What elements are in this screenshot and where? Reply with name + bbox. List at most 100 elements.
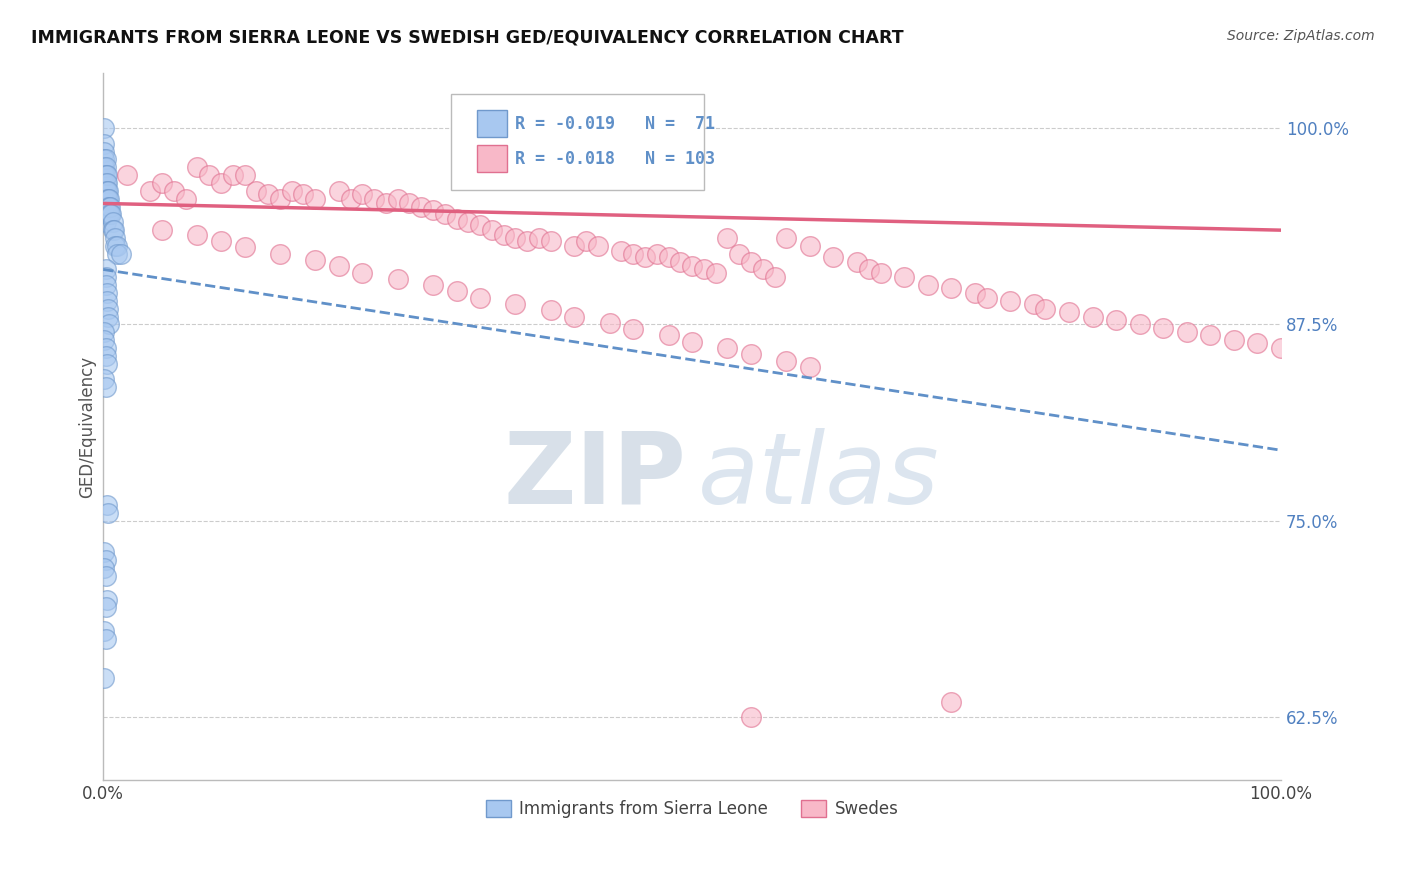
Point xyxy=(681,334,703,349)
Point xyxy=(93,145,115,159)
Text: atlas: atlas xyxy=(697,427,939,524)
Point xyxy=(610,244,633,258)
Point xyxy=(104,231,127,245)
Point xyxy=(94,168,117,182)
Point xyxy=(586,239,609,253)
Point xyxy=(209,234,232,248)
Point xyxy=(98,200,121,214)
Point xyxy=(562,310,585,324)
Point xyxy=(681,260,703,274)
Point xyxy=(96,286,118,301)
Point xyxy=(1199,328,1222,343)
Point xyxy=(98,207,121,221)
Point xyxy=(115,168,138,182)
Point xyxy=(93,184,115,198)
Y-axis label: GED/Equivalency: GED/Equivalency xyxy=(79,356,96,498)
Point xyxy=(693,262,716,277)
Point xyxy=(105,239,128,253)
Point xyxy=(1035,301,1057,316)
Point xyxy=(96,168,118,182)
Point xyxy=(98,207,121,221)
Point xyxy=(94,192,117,206)
Point xyxy=(97,301,120,316)
Point xyxy=(94,349,117,363)
Text: Source: ZipAtlas.com: Source: ZipAtlas.com xyxy=(1227,29,1375,43)
Point xyxy=(94,341,117,355)
Point xyxy=(751,262,773,277)
Point xyxy=(634,250,657,264)
Point xyxy=(540,234,562,248)
Point xyxy=(599,316,621,330)
Point xyxy=(96,207,118,221)
Point xyxy=(575,234,598,248)
Point xyxy=(669,254,692,268)
Point xyxy=(621,246,644,260)
Point xyxy=(716,341,738,355)
Point xyxy=(799,359,821,374)
Point xyxy=(492,227,515,242)
Point xyxy=(516,234,538,248)
Point xyxy=(100,207,122,221)
Point xyxy=(97,506,120,520)
Point xyxy=(775,231,797,245)
Point xyxy=(269,192,291,206)
Point xyxy=(97,192,120,206)
Point xyxy=(93,200,115,214)
Point xyxy=(163,184,186,198)
Point xyxy=(775,353,797,368)
Point xyxy=(457,215,479,229)
Point xyxy=(94,569,117,583)
Point xyxy=(716,231,738,245)
Point xyxy=(96,200,118,214)
Bar xyxy=(477,145,508,172)
Point xyxy=(657,250,679,264)
Point xyxy=(245,184,267,198)
Point xyxy=(96,592,118,607)
Point xyxy=(292,187,315,202)
Point xyxy=(94,270,117,285)
Point xyxy=(257,187,280,202)
Point xyxy=(740,710,762,724)
Point xyxy=(96,357,118,371)
Point xyxy=(433,207,456,221)
Point xyxy=(869,266,891,280)
Point xyxy=(98,192,121,206)
Point xyxy=(93,153,115,167)
Point xyxy=(328,184,350,198)
Point xyxy=(387,192,409,206)
Point xyxy=(94,278,117,293)
Point xyxy=(94,153,117,167)
Point xyxy=(422,202,444,217)
Point xyxy=(963,286,986,301)
Point xyxy=(93,372,115,386)
Point xyxy=(97,184,120,198)
Point xyxy=(280,184,302,198)
Point xyxy=(150,176,173,190)
Point xyxy=(858,262,880,277)
Point xyxy=(1175,326,1198,340)
Point xyxy=(941,281,963,295)
Point xyxy=(96,184,118,198)
Point xyxy=(1081,310,1104,324)
Point xyxy=(209,176,232,190)
Point xyxy=(93,120,115,135)
Point xyxy=(96,498,118,512)
Point xyxy=(94,262,117,277)
Point xyxy=(468,291,491,305)
Point xyxy=(94,184,117,198)
Point xyxy=(505,231,527,245)
Point xyxy=(1246,336,1268,351)
Point xyxy=(186,227,208,242)
Point xyxy=(728,246,751,260)
Point xyxy=(1057,305,1080,319)
Point xyxy=(941,695,963,709)
Point xyxy=(1152,320,1174,334)
Point xyxy=(101,223,124,237)
Point xyxy=(94,161,117,175)
Point xyxy=(97,310,120,324)
Point xyxy=(328,260,350,274)
Point xyxy=(998,293,1021,308)
Point xyxy=(657,328,679,343)
Point xyxy=(105,246,128,260)
Point xyxy=(893,270,915,285)
